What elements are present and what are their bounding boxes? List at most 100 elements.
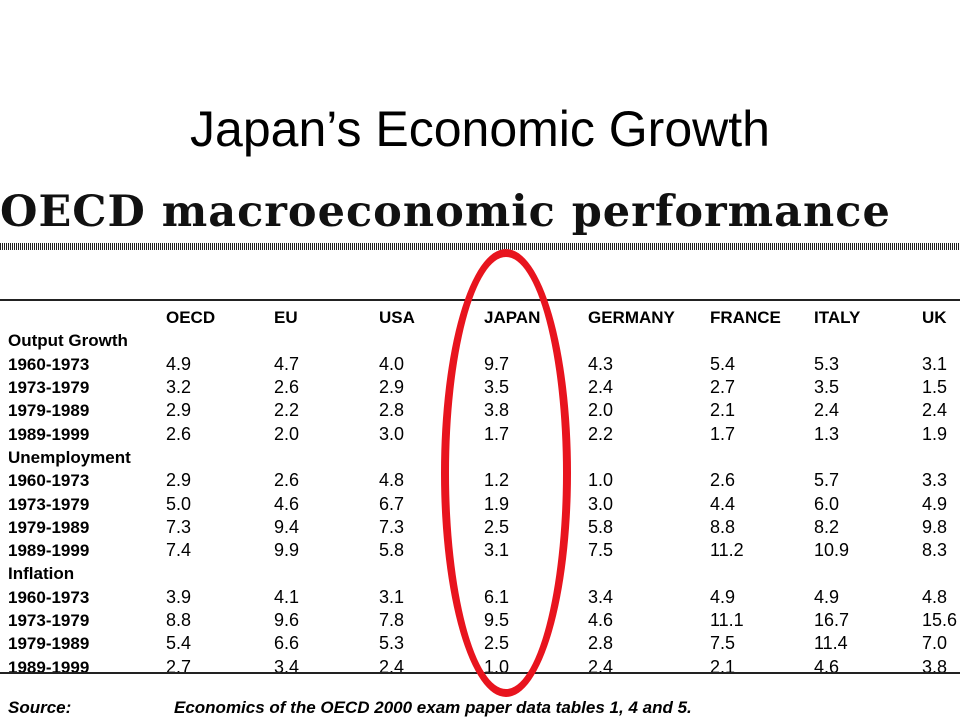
source-text: Economics of the OECD 2000 exam paper da… bbox=[174, 698, 692, 717]
table-row: 1960-1973 3.9 4.1 3.1 6.1 3.4 4.9 4.9 4.8 bbox=[0, 586, 960, 609]
period-label: 1973-1979 bbox=[8, 611, 90, 630]
value-cell: 11.1 bbox=[710, 610, 744, 630]
value-cell: 7.3 bbox=[379, 516, 405, 537]
table-row: 1979-1989 5.4 6.6 5.3 2.5 2.8 7.5 11.4 7.0 bbox=[0, 632, 960, 655]
table-bottom-rule bbox=[0, 672, 960, 674]
value-cell: 11.4 bbox=[814, 633, 848, 654]
section-row: Output Growth bbox=[0, 329, 960, 352]
value-cell: 2.0 bbox=[588, 400, 614, 421]
value-cell: 16.7 bbox=[814, 610, 850, 630]
period-label: 1960-1973 bbox=[8, 587, 90, 607]
value-cell: 2.2 bbox=[588, 423, 614, 444]
value-cell: 1.0 bbox=[588, 470, 614, 491]
value-cell: 5.0 bbox=[166, 493, 192, 514]
value-cell: 1.9 bbox=[484, 493, 510, 514]
period-label: 1960-1973 bbox=[8, 471, 90, 491]
column-header: UK bbox=[922, 308, 947, 328]
value-cell: 15.6 bbox=[922, 610, 958, 630]
value-cell: 6.0 bbox=[814, 493, 840, 514]
period-label: 1979-1989 bbox=[8, 401, 90, 421]
value-cell: 3.5 bbox=[484, 377, 510, 398]
value-cell: 3.1 bbox=[484, 540, 510, 561]
value-cell: 2.4 bbox=[588, 656, 614, 677]
section-row: Unemployment bbox=[0, 446, 960, 469]
value-cell: 3.1 bbox=[922, 353, 948, 374]
header-corner bbox=[0, 306, 166, 329]
value-cell: 2.9 bbox=[166, 400, 192, 421]
value-cell: 5.3 bbox=[814, 353, 840, 374]
value-cell: 1.7 bbox=[710, 423, 736, 444]
header-row: OECD EU USA JAPAN GERMANY FRANCE ITALY U… bbox=[0, 306, 960, 329]
value-cell: 11.2 bbox=[710, 540, 744, 561]
value-cell: 4.4 bbox=[710, 493, 736, 514]
column-header: GERMANY bbox=[588, 308, 675, 328]
value-cell: 3.9 bbox=[166, 586, 192, 607]
table-row: 1989-1999 7.4 9.9 5.8 3.1 7.5 11.2 10.9 8.3 bbox=[0, 539, 960, 562]
table-row: 1973-1979 3.2 2.6 2.9 3.5 2.4 2.7 3.5 1.5 bbox=[0, 376, 960, 399]
value-cell: 1.5 bbox=[922, 377, 948, 398]
value-cell: 2.4 bbox=[379, 656, 405, 677]
period-label: 1973-1979 bbox=[8, 494, 90, 514]
value-cell: 3.8 bbox=[922, 656, 948, 677]
value-cell: 9.8 bbox=[922, 516, 948, 537]
value-cell: 2.7 bbox=[166, 656, 192, 677]
table-row: 1960-1973 4.9 4.7 4.0 9.7 4.3 5.4 5.3 3.1 bbox=[0, 353, 960, 376]
table-top-rule bbox=[0, 299, 960, 301]
table-row: 1973-1979 5.0 4.6 6.7 1.9 3.0 4.4 6.0 4.9 bbox=[0, 492, 960, 515]
value-cell: 9.7 bbox=[484, 353, 510, 374]
oecd-data-table: OECD EU USA JAPAN GERMANY FRANCE ITALY U… bbox=[0, 306, 960, 679]
value-cell: 8.8 bbox=[710, 516, 736, 537]
value-cell: 7.0 bbox=[922, 633, 948, 654]
period-label: 1973-1979 bbox=[8, 378, 90, 398]
value-cell: 6.7 bbox=[379, 493, 405, 514]
period-label: 1989-1999 bbox=[8, 424, 90, 444]
value-cell: 2.9 bbox=[166, 470, 192, 491]
value-cell: 3.4 bbox=[274, 656, 300, 677]
value-cell: 4.6 bbox=[588, 610, 614, 630]
value-cell: 8.8 bbox=[166, 610, 192, 630]
value-cell: 4.6 bbox=[274, 493, 300, 514]
column-header: OECD bbox=[166, 308, 216, 328]
value-cell: 9.9 bbox=[274, 540, 300, 561]
table-row: 1989-1999 2.7 3.4 2.4 1.0 2.4 2.1 4.6 3.8 bbox=[0, 655, 960, 678]
value-cell: 2.6 bbox=[274, 470, 300, 491]
value-cell: 1.7 bbox=[484, 423, 510, 444]
value-cell: 2.8 bbox=[379, 400, 405, 421]
column-header: USA bbox=[379, 308, 415, 328]
value-cell: 4.9 bbox=[922, 493, 948, 514]
value-cell: 2.1 bbox=[710, 656, 736, 677]
value-cell: 4.6 bbox=[814, 656, 840, 677]
section-heading: Unemployment bbox=[8, 447, 131, 467]
value-cell: 2.4 bbox=[814, 400, 840, 421]
figure-title: OECD macroeconomic performance bbox=[0, 187, 891, 237]
value-cell: 7.5 bbox=[588, 540, 614, 561]
value-cell: 2.4 bbox=[588, 377, 614, 398]
value-cell: 5.8 bbox=[379, 540, 405, 561]
section-heading: Output Growth bbox=[8, 331, 128, 351]
figure-title-rule bbox=[0, 243, 960, 250]
value-cell: 4.9 bbox=[710, 586, 736, 607]
section-heading: Inflation bbox=[8, 564, 75, 584]
value-cell: 2.6 bbox=[274, 377, 300, 398]
column-header: EU bbox=[274, 308, 298, 328]
value-cell: 2.7 bbox=[710, 377, 736, 398]
value-cell: 2.2 bbox=[274, 400, 300, 421]
column-header: JAPAN bbox=[484, 308, 541, 328]
value-cell: 4.3 bbox=[588, 353, 614, 374]
value-cell: 3.3 bbox=[922, 470, 948, 491]
value-cell: 1.9 bbox=[922, 423, 948, 444]
table-row: 1989-1999 2.6 2.0 3.0 1.7 2.2 1.7 1.3 1.9 bbox=[0, 422, 960, 445]
value-cell: 2.6 bbox=[166, 423, 192, 444]
table-row: 1979-1989 2.9 2.2 2.8 3.8 2.0 2.1 2.4 2.4 bbox=[0, 399, 960, 422]
value-cell: 7.5 bbox=[710, 633, 736, 654]
period-label: 1989-1999 bbox=[8, 657, 90, 677]
value-cell: 1.0 bbox=[484, 656, 510, 677]
value-cell: 8.2 bbox=[814, 516, 840, 537]
period-label: 1979-1989 bbox=[8, 634, 90, 654]
slide-title: Japan’s Economic Growth bbox=[190, 100, 770, 157]
column-header: ITALY bbox=[814, 308, 861, 328]
value-cell: 6.1 bbox=[484, 586, 510, 607]
value-cell: 2.9 bbox=[379, 377, 405, 398]
source-label: Source: bbox=[8, 698, 72, 717]
source-line: Source: Economics of the OECD 2000 exam p… bbox=[8, 698, 958, 718]
